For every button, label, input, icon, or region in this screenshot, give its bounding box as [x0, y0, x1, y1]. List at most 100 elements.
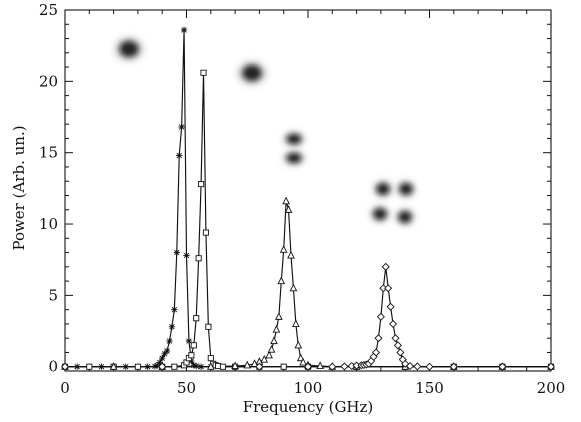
- series-4-point: [389, 319, 398, 328]
- series-2-point: [190, 342, 197, 349]
- series-1-point: [73, 363, 81, 370]
- y-tick-label: 25: [39, 1, 58, 19]
- series-4-point: [328, 362, 337, 371]
- series-1-point: [178, 123, 185, 131]
- series-2-point: [202, 229, 209, 236]
- series-3-point: [277, 276, 286, 285]
- minor-axis-ticks: [65, 10, 551, 371]
- series-4-point: [340, 362, 349, 371]
- y-axis-title: Power (Arb. un.): [10, 125, 28, 250]
- x-tick-label: 0: [60, 379, 70, 397]
- axes-box: [64, 9, 552, 372]
- series-3-point: [270, 336, 278, 345]
- series-3-point: [275, 312, 283, 320]
- x-tick-label: 100: [294, 379, 323, 397]
- series-2-point: [171, 363, 178, 370]
- series-2-point: [193, 315, 200, 322]
- series-4-point: [255, 362, 264, 371]
- series-4-point: [303, 362, 313, 371]
- mode-inset-3: [282, 130, 306, 167]
- y-tick-label: 15: [39, 144, 58, 162]
- tick-labels: 0 50 100 150 200 0 5 10 15 20 25: [39, 1, 565, 397]
- series-2-point: [207, 355, 214, 362]
- y-tick-label: 10: [39, 215, 58, 233]
- series-3-point: [279, 245, 288, 253]
- y-tick-label: 0: [48, 358, 58, 376]
- series-2-point: [198, 181, 205, 188]
- series-4-point: [60, 362, 70, 371]
- series-3-point: [299, 357, 307, 366]
- series-3-point: [296, 353, 305, 362]
- plot-frame: [64, 9, 552, 372]
- x-tick-label: 200: [537, 379, 566, 397]
- series-line-4: [65, 266, 551, 368]
- series-3-point: [206, 362, 215, 370]
- series-3-point: [287, 250, 295, 259]
- series-1-point: [171, 306, 178, 313]
- series-3-point: [243, 360, 252, 369]
- series-3-point: [282, 196, 290, 205]
- x-tick-label: 50: [177, 379, 196, 397]
- series-4-point: [393, 341, 402, 350]
- series-3-point: [250, 359, 259, 367]
- series-1-point: [168, 323, 176, 330]
- series-2-point: [219, 363, 227, 370]
- series-1-point: [98, 363, 105, 370]
- series-3-point: [284, 205, 293, 213]
- series-4-point: [372, 348, 381, 357]
- series-4-point: [381, 262, 390, 271]
- series-1-point: [193, 362, 200, 370]
- series-1-point: [180, 26, 188, 34]
- series-1-point: [176, 152, 183, 159]
- series-4-point: [384, 284, 393, 293]
- series-2-point: [188, 352, 195, 359]
- series-4-point: [158, 362, 167, 371]
- series-3-point: [267, 344, 276, 353]
- series-3-point: [289, 283, 298, 292]
- series-4-point: [396, 348, 405, 357]
- mode-inset-4: [369, 179, 417, 227]
- mode-inset-images: [114, 36, 417, 227]
- series-3-point: [231, 361, 239, 370]
- series-1-point: [197, 363, 205, 370]
- mode-inset-1: [114, 36, 144, 62]
- series-line-2: [65, 72, 551, 368]
- series-4-point: [406, 361, 415, 371]
- series-1-point: [173, 249, 180, 256]
- series-1-point: [122, 363, 129, 370]
- series-2-point: [195, 255, 202, 262]
- series-3-point: [316, 361, 324, 370]
- series-3-point: [292, 319, 300, 327]
- series-1-point: [163, 347, 171, 355]
- x-tick-label: 150: [415, 379, 444, 397]
- series-4-point: [391, 334, 400, 343]
- series-3-point: [265, 350, 273, 359]
- series-1-point: [144, 363, 151, 370]
- series-2-point: [200, 69, 207, 76]
- series-line-3: [65, 201, 551, 368]
- series-3-point: [272, 325, 281, 333]
- x-axis-title: Frequency (GHz): [243, 398, 374, 416]
- series-3-point: [294, 340, 303, 349]
- series-4-point: [498, 362, 507, 371]
- y-tick-label: 5: [48, 286, 58, 304]
- series-4-point: [425, 362, 434, 371]
- series-2-point: [205, 323, 212, 330]
- series-2-point: [86, 363, 93, 370]
- series-3-point: [109, 362, 118, 370]
- mode-inset-2: [237, 60, 267, 86]
- series-4-point: [376, 312, 385, 321]
- series-1-point: [185, 337, 193, 345]
- series-4-point: [449, 362, 458, 371]
- series-3-point: [260, 354, 269, 363]
- series-4-point: [386, 302, 395, 311]
- series-4-point: [546, 362, 556, 371]
- series-layer: [65, 29, 551, 368]
- axis-ticks: [64, 9, 552, 371]
- markers-layer: [60, 26, 556, 371]
- series-4-point: [401, 359, 410, 368]
- series-4-point: [374, 334, 383, 343]
- series-1-point: [166, 337, 173, 345]
